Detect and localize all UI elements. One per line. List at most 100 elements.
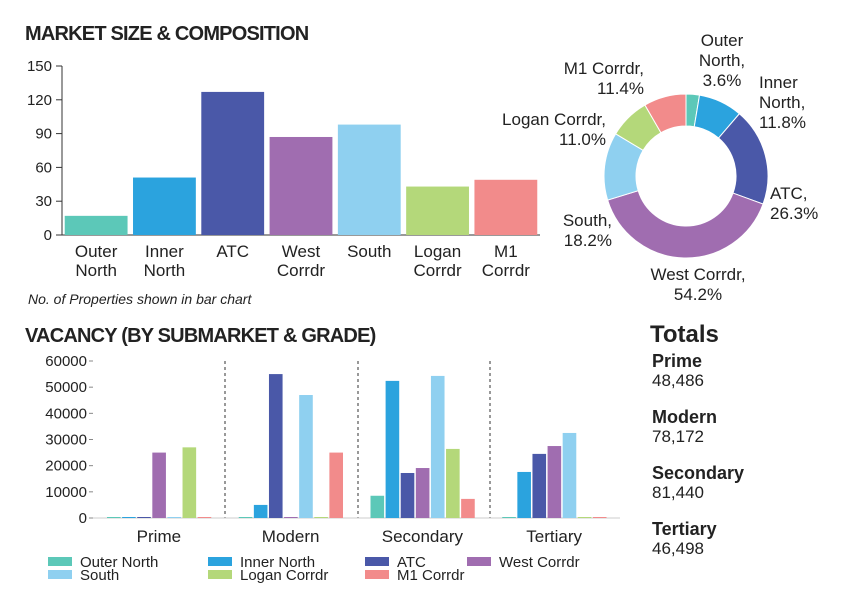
legend-swatch <box>48 557 72 566</box>
vacancy-title: VACANCY (BY SUBMARKET & GRADE) <box>25 325 376 347</box>
total-value: 46,498 <box>652 539 704 558</box>
legend-label: South <box>80 567 119 584</box>
bar <box>337 124 401 235</box>
legend-label: M1 Corrdr <box>397 567 465 584</box>
bar <box>201 91 265 235</box>
bar-title: MARKET SIZE & COMPOSITION <box>25 23 309 45</box>
y-tick-label: 0 <box>79 510 87 527</box>
legend-swatch <box>365 557 389 566</box>
bar <box>182 447 197 518</box>
y-tick-label: 30 <box>35 193 52 210</box>
legend-swatch <box>467 557 491 566</box>
bar <box>122 517 136 518</box>
x-tick-label-line: Outer <box>75 242 118 261</box>
total-label: Prime <box>652 351 702 371</box>
bar <box>299 395 313 518</box>
slice-label: Outer North, <box>699 31 745 70</box>
x-tick-label-line: North <box>75 261 117 280</box>
slice-label: South, <box>563 211 612 230</box>
total-value: 81,440 <box>652 483 704 502</box>
bar <box>502 517 516 518</box>
x-tick-label: Tertiary <box>526 527 582 546</box>
bar <box>268 374 283 518</box>
legend-label: ATC <box>397 554 426 571</box>
slice-value: 54.2% <box>674 285 722 304</box>
bar <box>474 179 538 235</box>
y-tick-label: 90 <box>35 126 52 143</box>
slice-label-line: Outer <box>701 31 744 50</box>
bar <box>238 517 253 518</box>
bar <box>547 446 562 518</box>
y-tick-label: 120 <box>27 92 52 109</box>
y-tick-label: 150 <box>27 58 52 75</box>
slice-label: M1 Corrdr, <box>564 59 644 78</box>
x-tick-label-line: West <box>282 242 321 261</box>
x-tick-label: Inner North <box>144 242 186 280</box>
bar <box>370 495 385 518</box>
total-value: 78,172 <box>652 427 704 446</box>
bar <box>107 517 121 518</box>
bar <box>133 177 196 235</box>
bar <box>430 375 445 518</box>
x-tick-label: Logan Corrdr <box>413 242 462 280</box>
slice-label-line: North, <box>699 51 745 70</box>
y-tick-label: 60000 <box>45 353 87 370</box>
bar <box>269 136 333 235</box>
total-label: Modern <box>652 407 717 427</box>
x-tick-label-line: Inner <box>145 242 184 261</box>
legend-label: Logan Corrdr <box>240 567 328 584</box>
x-tick-label: ATC <box>216 242 249 261</box>
x-tick-label: Modern <box>262 527 320 546</box>
bar <box>137 517 151 518</box>
bar <box>577 517 592 518</box>
bar <box>461 498 475 518</box>
legend-swatch <box>365 570 389 579</box>
total-value: 48,486 <box>652 371 704 390</box>
bar <box>415 468 430 518</box>
slice-value: 3.6% <box>703 71 742 90</box>
y-tick-label: 0 <box>44 227 52 244</box>
bar <box>64 215 128 235</box>
x-tick-label-line: Corrdr <box>482 261 531 280</box>
bar <box>385 380 400 518</box>
slice-label: West Corrdr, <box>650 265 745 284</box>
total-label: Tertiary <box>652 519 717 539</box>
x-tick-label: Outer North <box>75 242 118 280</box>
x-tick-label-line: South <box>347 242 391 261</box>
slice-label-line: Inner <box>759 73 798 92</box>
y-tick-label: 40000 <box>45 405 87 422</box>
x-tick-label: M1 Corrdr <box>482 242 531 280</box>
x-tick-label-line: Logan <box>414 242 461 261</box>
donut-slice <box>644 93 687 134</box>
slice-label: Logan Corrdr, <box>502 110 606 129</box>
slice-value: 11.4% <box>597 79 644 98</box>
slice-value: 18.2% <box>564 231 612 250</box>
x-tick-label: Secondary <box>382 527 464 546</box>
note: No. of Properties shown in bar chart <box>28 291 252 307</box>
slice-value: 26.3% <box>770 204 818 223</box>
slice-value: 11.8% <box>759 113 806 132</box>
y-tick-label: 20000 <box>45 458 87 475</box>
slice-value: 11.0% <box>559 130 606 149</box>
bar <box>446 448 460 518</box>
bar <box>329 452 343 518</box>
legend-label: Inner North <box>240 554 315 571</box>
bar <box>167 517 182 518</box>
legend-swatch <box>208 570 232 579</box>
totals-title: Totals <box>650 321 719 348</box>
x-tick-label: Prime <box>137 527 181 546</box>
y-tick-label: 60 <box>35 159 52 176</box>
total-label: Secondary <box>652 463 744 483</box>
y-tick-label: 30000 <box>45 432 87 449</box>
bar <box>532 453 547 518</box>
bar <box>152 452 166 518</box>
x-tick-label-line: North <box>144 261 186 280</box>
bar <box>197 517 212 518</box>
x-tick-label: South <box>347 242 391 261</box>
bar <box>517 471 531 518</box>
x-tick-label-line: Corrdr <box>413 261 462 280</box>
legend-swatch <box>208 557 232 566</box>
bar <box>406 186 469 235</box>
x-tick-label: West Corrdr <box>277 242 326 280</box>
